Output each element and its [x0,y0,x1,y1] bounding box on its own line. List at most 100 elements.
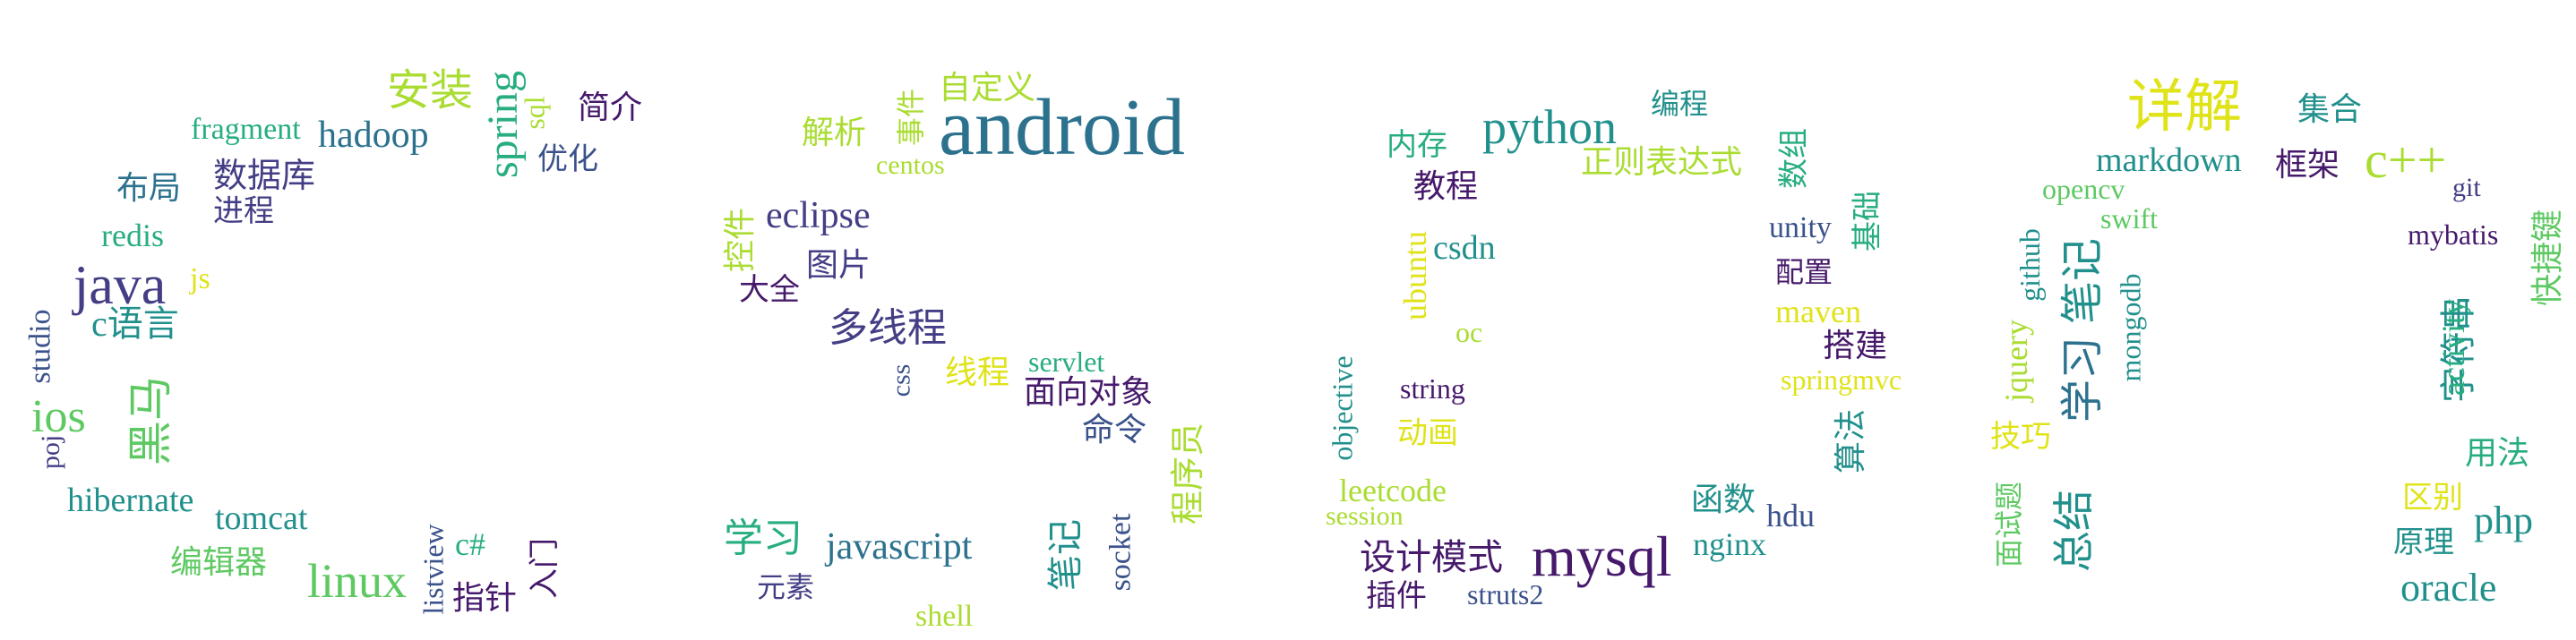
word-cpp: c++ [2365,131,2447,189]
word-xuexi-2: 学习 [2059,336,2108,423]
word-objective: objective [1326,355,1359,461]
word-poj: poj [36,434,66,470]
word-youhua: 优化 [537,143,598,176]
word-zhengze: 正则表达式 [1581,144,1743,180]
word-jianjie: 简介 [578,90,643,125]
word-struts2: struts2 [1467,578,1544,610]
word-centos: centos [876,150,945,180]
word-maven: maven [1775,294,1861,329]
word-studio: studio [23,309,57,384]
word-jiaocheng: 教程 [1413,168,1479,204]
word-biji-1: 笔记 [1045,519,1086,591]
word-kongjian: 控件 [722,207,759,273]
word-unity: unity [1769,211,1832,244]
word-php: php [2474,499,2533,542]
word-ios: ios [31,391,86,442]
word-qubie: 区别 [2402,482,2463,515]
word-mingling: 命令 [1082,412,1147,448]
word-hanshu: 函数 [1691,482,1756,517]
word-shijian: 事件 [895,88,928,147]
word-peizhi: 配置 [1775,256,1833,288]
word-bianjiqi: 编辑器 [170,544,268,580]
word-eclipse: eclipse [766,195,871,236]
word-kuaijiejian: 快捷键 [2529,209,2566,307]
word-rumen: 入门 [528,538,562,599]
word-cyuyan: c语言 [91,303,179,344]
word-jincheng: 进程 [213,195,274,228]
word-chengxuyuan: 程序员 [1170,422,1208,525]
word-swift: swift [2100,202,2158,235]
word-string: string [1400,372,1465,405]
word-java: java [73,255,167,316]
word-git: git [2452,173,2481,202]
word-markdown: markdown [2096,141,2242,179]
word-leetcode: leetcode [1339,473,1447,508]
word-suanfa: 算法 [1833,408,1869,474]
word-session: session [1326,501,1404,531]
word-mianshiti: 面试题 [1993,481,2026,568]
word-linux: linux [307,554,408,608]
word-yuanli: 原理 [2393,526,2454,559]
word-mybatis: mybatis [2408,218,2499,251]
word-biancheng: 编程 [1651,88,1709,120]
word-activity: activity [2434,299,2471,396]
word-hadoop: hadoop [318,115,429,156]
word-csdn: csdn [1433,229,1496,267]
word-daquan: 大全 [739,274,800,307]
word-biji-2: 笔记 [2059,237,2108,325]
word-buju: 布局 [116,170,182,206]
word-js: js [190,262,210,295]
word-xiancheng: 线程 [945,354,1010,390]
word-opencv: opencv [2042,173,2125,205]
word-neicun: 内存 [1387,129,1447,162]
word-donghua: 动画 [1397,417,1458,450]
word-hibernate: hibernate [67,482,194,519]
word-csharp: c# [455,526,485,562]
word-shejimoshi: 设计模式 [1360,537,1503,577]
word-mongodb: mongodb [2114,273,2147,382]
word-oc: oc [1455,316,1483,348]
word-jquery: jquery [1997,320,2034,402]
word-socket: socket [1103,513,1138,592]
word-redis: redis [101,218,164,253]
word-servlet: servlet [1028,346,1105,378]
word-shuzu: 数组 [1778,128,1811,189]
word-xuexi-1: 学习 [724,516,803,560]
word-duoxiancheng: 多线程 [829,306,947,350]
word-mianxiangduixiang: 面向对象 [1024,374,1154,410]
word-zongjie: 总结 [2051,490,2097,572]
word-xiangjie: 详解 [2127,75,2242,139]
word-jiqiao: 技巧 [1990,421,2051,454]
word-zhizhen: 指针 [452,580,518,616]
word-tupian: 图片 [806,247,872,283]
word-yongfa: 用法 [2465,435,2530,471]
word-python: python [1482,100,1618,154]
word-yuansu: 元素 [757,571,815,603]
word-heima: 黑马 [125,376,176,465]
word-springmvc: springmvc [1781,363,1902,396]
word-oracle: oracle [2400,566,2497,610]
word-android: android [939,83,1185,172]
word-mysql: mysql [1532,525,1672,588]
word-tomcat: tomcat [215,499,308,537]
word-jiexi: 解析 [802,115,867,150]
word-javascript: javascript [826,526,973,567]
word-shujuku: 数据库 [213,158,316,195]
word-zidingyi: 自定义 [939,70,1036,106]
word-shell: shell [915,600,974,633]
word-github: github [2013,228,2046,302]
word-sql: sql [518,96,551,130]
word-dajian: 搭建 [1823,328,1888,363]
word-ubuntu: ubuntu [1397,230,1434,321]
word-anzhuang: 安装 [387,67,474,115]
word-hdu: hdu [1766,498,1815,533]
word-jihe: 集合 [2297,91,2363,127]
word-css: css [886,363,916,397]
word-jichu: 基础 [1851,191,1885,252]
word-nginx: nginx [1693,526,1767,562]
word-fragment: fragment [191,113,301,146]
word-listview: listview [416,524,450,615]
word-chajian: 插件 [1366,580,1427,613]
word-kuangjia: 框架 [2275,147,2340,183]
